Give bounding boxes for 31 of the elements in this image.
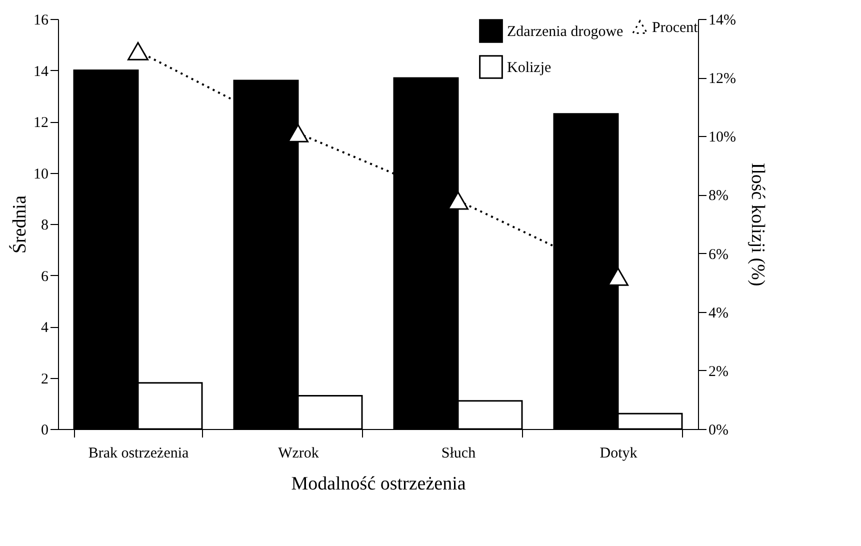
y2-axis-title: Ilość kolizji (%) bbox=[746, 162, 768, 286]
point bbox=[448, 191, 468, 210]
x-tick-label: Dotyk bbox=[600, 446, 638, 462]
y-tick-label: 4 bbox=[41, 320, 49, 336]
y2-tick-label: 4% bbox=[708, 305, 728, 322]
y-axis-title: Średnia bbox=[8, 194, 30, 254]
y-tick-label: 0 bbox=[41, 422, 48, 438]
y-tick-label: 10 bbox=[34, 166, 48, 182]
x-axis-title: Modalność ostrzeżenia bbox=[291, 474, 466, 494]
y-tick-label: 16 bbox=[34, 12, 49, 28]
legend-label: Kolizje bbox=[507, 60, 552, 76]
legend-label: Zdarzenia drogowe bbox=[507, 24, 624, 40]
y2-tick-label: 6% bbox=[708, 246, 728, 263]
y2-tick-label: 10% bbox=[708, 130, 736, 146]
y2-tick-label: 0% bbox=[708, 422, 728, 438]
y2-tick-label: 8% bbox=[708, 188, 728, 204]
y-tick-label: 12 bbox=[34, 115, 48, 131]
y-tick-label: 8 bbox=[41, 218, 48, 234]
x-tick-label: Brak ostrzeżenia bbox=[88, 446, 190, 462]
legend-label: Procent bbox=[652, 20, 699, 36]
y-tick-label: 2 bbox=[41, 371, 48, 388]
x-tick-label: Wzrok bbox=[278, 446, 320, 462]
y2-tick-label: 12% bbox=[708, 71, 736, 88]
y2-tick-label: 2% bbox=[708, 364, 728, 380]
x-tick-label: Słuch bbox=[441, 446, 476, 462]
point bbox=[128, 42, 148, 60]
point bbox=[608, 268, 628, 286]
y2-tick-label: 14% bbox=[708, 12, 736, 28]
y-tick-label: 6 bbox=[41, 268, 49, 285]
y-tick-label: 14 bbox=[34, 64, 49, 80]
point bbox=[288, 124, 308, 142]
